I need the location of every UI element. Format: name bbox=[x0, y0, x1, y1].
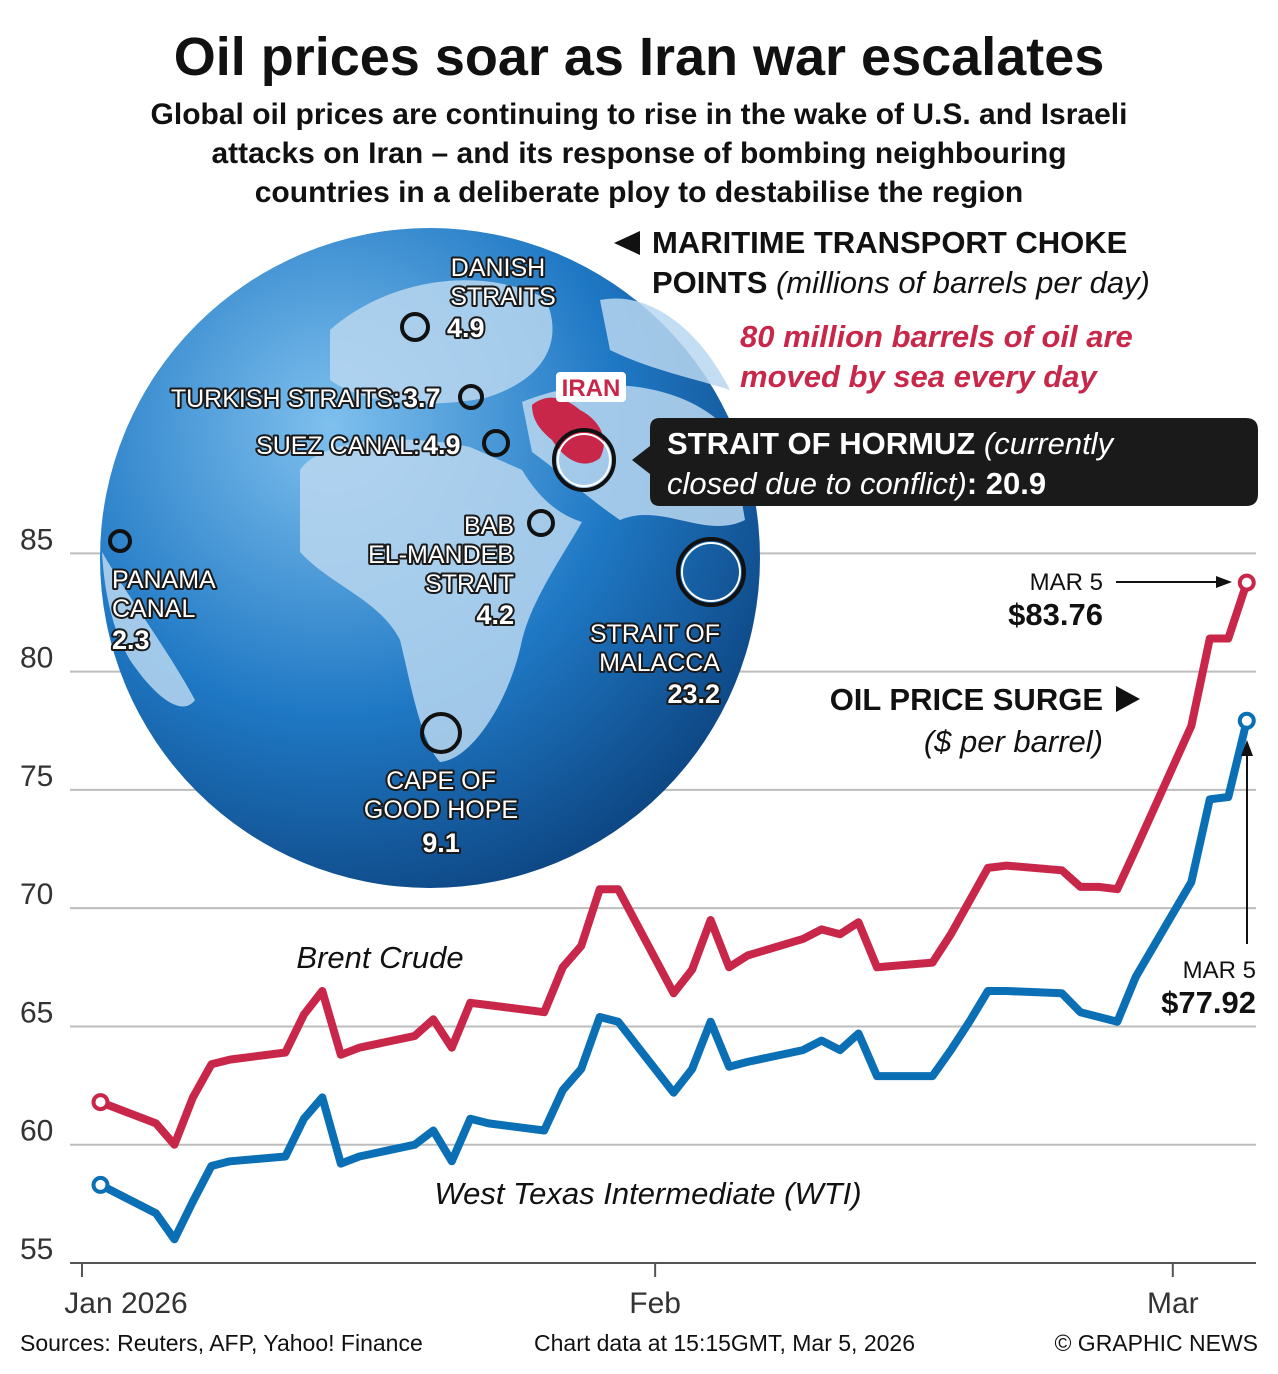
subtitle: countries in a deliberate ploy to destab… bbox=[255, 176, 1024, 209]
hormuz-note: (currently bbox=[984, 426, 1116, 461]
hormuz-separator: : bbox=[967, 466, 977, 501]
choke-value: 9.1 bbox=[422, 828, 460, 858]
country-label: IRAN bbox=[562, 375, 621, 402]
choke-label: STRAIT OF bbox=[590, 620, 720, 648]
end-point bbox=[1237, 573, 1256, 592]
hormuz-name: STRAIT OF HORMUZ bbox=[667, 426, 975, 461]
x-tick-label: Feb bbox=[629, 1287, 681, 1320]
y-tick-label: 70 bbox=[20, 878, 53, 911]
series-label: West Texas Intermediate (WTI) bbox=[434, 1176, 861, 1211]
choke-marker bbox=[108, 529, 132, 553]
y-tick-label: 55 bbox=[20, 1233, 53, 1266]
hormuz-note: closed due to conflict) bbox=[667, 466, 967, 501]
hormuz-box bbox=[632, 418, 1258, 506]
end-point bbox=[91, 1175, 110, 1194]
map-note: 80 million barrels of oil are bbox=[740, 319, 1133, 354]
choke-label: CAPE OF bbox=[386, 767, 496, 795]
choke-marker bbox=[681, 542, 741, 602]
choke-label: PANAMA bbox=[112, 566, 216, 594]
series-line bbox=[96, 578, 1251, 1149]
choke-label: TURKISH STRAITS: bbox=[171, 385, 400, 413]
y-tick-label: 85 bbox=[20, 523, 53, 556]
hormuz-label: STRAIT OF HORMUZ (currently bbox=[667, 426, 1116, 461]
sources: Sources: Reuters, AFP, Yahoo! Finance bbox=[20, 1330, 423, 1356]
x-tick-label: Mar bbox=[1147, 1287, 1199, 1320]
choke-marker bbox=[676, 537, 746, 607]
choke-marker bbox=[400, 312, 430, 342]
pointer-arrow bbox=[1116, 686, 1140, 712]
choke-value: 4.9 bbox=[423, 430, 461, 460]
subtitle: attacks on Iran – and its response of bo… bbox=[211, 137, 1066, 170]
map-heading: MARITIME TRANSPORT CHOKE bbox=[652, 225, 1127, 260]
series-line bbox=[96, 716, 1251, 1244]
annotation-arrow bbox=[1216, 576, 1232, 588]
y-tick-label: 80 bbox=[20, 642, 53, 675]
y-tick-label: 65 bbox=[20, 996, 53, 1029]
annotation-arrow bbox=[1241, 740, 1253, 756]
annotation: $77.92 bbox=[1161, 985, 1256, 1020]
hormuz-marker bbox=[557, 433, 611, 487]
choke-value: 4.2 bbox=[476, 600, 514, 630]
choke-label: STRAIT bbox=[425, 570, 514, 598]
annotation: OIL PRICE SURGE bbox=[830, 682, 1103, 717]
choke-label: MALACCA bbox=[599, 649, 720, 677]
choke-value: 2.3 bbox=[112, 625, 150, 655]
choke-label: GOOD HOPE bbox=[364, 796, 518, 824]
annotation: MAR 5 bbox=[1183, 957, 1256, 984]
series bbox=[91, 573, 1256, 1244]
choke-label: CANAL bbox=[112, 595, 195, 623]
choke-marker bbox=[527, 509, 555, 537]
hormuz-value: 20.9 bbox=[986, 466, 1046, 501]
map-unit: (millions of barrels per day) bbox=[776, 265, 1150, 300]
choke-label: BAB bbox=[464, 512, 514, 540]
hormuz-label: closed due to conflict): 20.9 bbox=[667, 466, 1046, 501]
globe-map: IRAN DANISH STRAITS 4.9 TURKISH STRAITS:… bbox=[100, 228, 760, 888]
choke-label: STRAITS bbox=[450, 283, 556, 311]
choke-marker bbox=[458, 384, 484, 410]
map-heading: POINTS (millions of barrels per day) bbox=[652, 265, 1150, 300]
choke-label: EL-MANDEB bbox=[368, 541, 514, 569]
series-label: Brent Crude bbox=[296, 940, 463, 975]
y-tick-label: 75 bbox=[20, 760, 53, 793]
iran-label-box bbox=[556, 372, 626, 402]
hormuz-marker bbox=[552, 428, 616, 492]
choke-value: 23.2 bbox=[667, 679, 720, 709]
choke-marker bbox=[420, 712, 462, 754]
subtitle: Global oil prices are continuing to rise… bbox=[151, 98, 1128, 131]
iran-shape bbox=[532, 397, 604, 464]
choke-label: SUEZ CANAL: bbox=[256, 432, 420, 460]
map-note: moved by sea every day bbox=[740, 359, 1098, 394]
y-tick-label: 60 bbox=[20, 1115, 53, 1148]
timestamp: Chart data at 15:15GMT, Mar 5, 2026 bbox=[534, 1330, 915, 1356]
annotation: $83.76 bbox=[1008, 597, 1103, 632]
pointer-arrow bbox=[614, 231, 640, 255]
choke-value: 3.7 bbox=[403, 383, 441, 413]
choke-label: DANISH bbox=[451, 254, 545, 282]
end-point bbox=[91, 1093, 110, 1112]
map-heading: POINTS bbox=[652, 265, 767, 300]
x-tick-label: Jan 2026 bbox=[64, 1287, 187, 1320]
choke-value: 4.9 bbox=[447, 313, 485, 343]
annotation: ($ per barrel) bbox=[924, 724, 1103, 759]
title: Oil prices soar as Iran war escalates bbox=[174, 27, 1105, 87]
credit: © GRAPHIC NEWS bbox=[1054, 1330, 1258, 1356]
end-point bbox=[1237, 711, 1256, 730]
annotation: MAR 5 bbox=[1030, 569, 1103, 596]
choke-marker bbox=[482, 429, 510, 457]
